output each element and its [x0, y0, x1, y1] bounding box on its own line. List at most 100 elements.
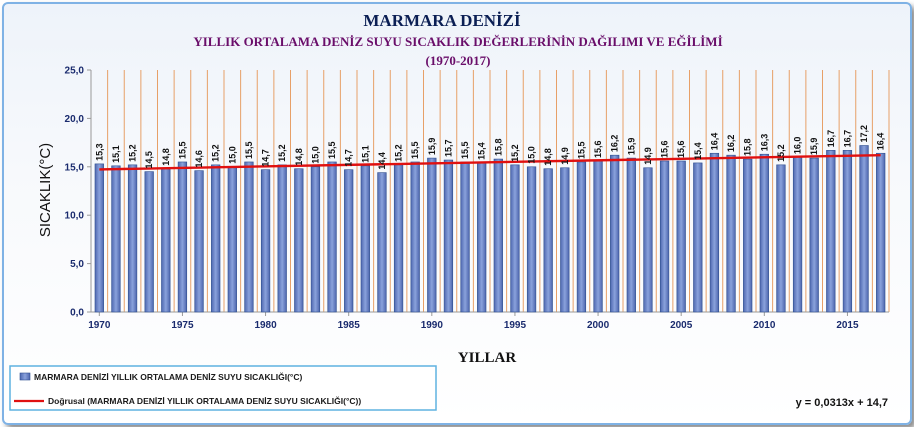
- bar: [776, 164, 786, 313]
- data-label: 14,4: [377, 152, 387, 170]
- chart-subtitle: YILLIK ORTALAMA DENİZ SUYU SICAKLIK DEĞE…: [193, 34, 722, 49]
- data-label: 15,2: [510, 144, 520, 162]
- bar: [327, 161, 337, 313]
- bar: [194, 170, 204, 313]
- y-tick-label: 10,0: [65, 211, 85, 222]
- data-label: 14,7: [261, 149, 271, 167]
- bar: [211, 164, 221, 313]
- bar: [294, 168, 304, 313]
- y-tick-label: 15,0: [65, 162, 85, 173]
- x-tick-label: 1975: [171, 320, 194, 331]
- legend-trend-label: Doğrusal (MARMARA DENİZİ YILLIK ORTALAMA…: [48, 395, 361, 406]
- bar: [543, 168, 553, 313]
- trend-equation: y = 0,0313x + 14,7: [796, 397, 888, 409]
- data-label: 16,0: [793, 137, 803, 155]
- data-label: 15,9: [427, 138, 437, 156]
- bar: [726, 154, 736, 313]
- data-label: 14,7: [344, 149, 354, 167]
- x-tick-labels: 1970 1975 1980 1985 1990 1995 2000 2005 2010 2015: [88, 320, 859, 331]
- chart-period: (1970-2017): [426, 53, 491, 68]
- bar: [493, 158, 503, 313]
- bar: [826, 150, 836, 313]
- bar: [94, 163, 104, 313]
- data-label: 15,5: [460, 141, 470, 159]
- data-label: 16,3: [759, 134, 769, 152]
- y-tick-labels: 0,0 5,0 10,0 15,0 20,0 25,0: [65, 66, 85, 319]
- bar: [244, 161, 254, 313]
- data-label: 15,6: [660, 140, 670, 158]
- bar: [809, 157, 819, 313]
- data-label: 15,0: [527, 146, 537, 164]
- bars: [94, 145, 886, 313]
- data-label: 15,1: [360, 145, 370, 163]
- data-label: 15,2: [277, 144, 287, 162]
- y-tick-label: 20,0: [65, 114, 85, 125]
- data-label: 15,4: [477, 142, 487, 160]
- data-label: 14,8: [161, 148, 171, 166]
- bar: [526, 166, 537, 313]
- x-tick-label: 2015: [836, 320, 859, 331]
- data-label: 15,6: [676, 140, 686, 158]
- bar: [743, 158, 753, 313]
- bar: [443, 159, 454, 313]
- bar: [876, 152, 886, 313]
- bar: [610, 154, 620, 313]
- x-tick-label: 1995: [504, 320, 527, 331]
- data-label: 15,9: [626, 138, 636, 156]
- data-label: 15,3: [94, 143, 104, 161]
- axes: [87, 69, 889, 316]
- bar: [460, 161, 470, 313]
- data-label: 15,8: [493, 139, 503, 157]
- data-label: 14,9: [643, 147, 653, 165]
- bar: [410, 161, 420, 313]
- x-tick-label: 1980: [254, 320, 277, 331]
- data-label: 16,4: [709, 133, 719, 151]
- bar: [393, 164, 404, 313]
- data-label: 16,7: [826, 130, 836, 148]
- bar: [560, 167, 570, 313]
- data-label: 15,6: [593, 140, 603, 158]
- data-label: 17,2: [859, 125, 869, 143]
- data-label: 15,5: [576, 141, 586, 159]
- data-label: 15,8: [743, 139, 753, 157]
- bar: [510, 164, 520, 313]
- data-label: 15,1: [111, 145, 121, 163]
- data-label: 14,5: [144, 151, 154, 169]
- x-axis-label: YILLAR: [458, 350, 517, 366]
- x-tick-label: 2010: [753, 320, 776, 331]
- bar: [177, 161, 188, 313]
- data-label: 15,7: [443, 139, 453, 157]
- bar: [144, 171, 154, 313]
- data-label: 15,0: [310, 146, 320, 164]
- bar: [344, 169, 354, 313]
- bar: [859, 145, 869, 313]
- data-label: 14,9: [560, 147, 570, 165]
- legend-bar-label: MARMARA DENİZİ YILLIK ORTALAMA DENİZ SUY…: [34, 371, 302, 382]
- bar: [277, 164, 287, 313]
- x-tick-label: 1970: [88, 320, 111, 331]
- data-label: 15,0: [227, 146, 237, 164]
- data-label: 14,8: [543, 148, 553, 166]
- data-label: 14,6: [194, 150, 204, 168]
- bar: [227, 166, 237, 313]
- bar: [576, 161, 587, 313]
- x-tick-label: 2000: [587, 320, 610, 331]
- bar: [360, 165, 370, 313]
- data-label: 15,5: [410, 141, 420, 159]
- bar: [709, 152, 720, 313]
- bar: [310, 166, 321, 313]
- data-label: 15,5: [327, 141, 337, 159]
- chart-title: MARMARA DENİZİ: [363, 11, 521, 30]
- bar: [111, 165, 121, 313]
- data-label: 15,4: [693, 142, 703, 160]
- data-label: 14,8: [294, 148, 304, 166]
- data-label: 15,5: [177, 141, 187, 159]
- bar: [759, 153, 769, 313]
- data-label: 15,2: [128, 144, 138, 162]
- y-tick-label: 0,0: [70, 308, 84, 319]
- trend-line: [99, 153, 881, 171]
- y-axis-label: SICAKLIK(°C): [37, 143, 54, 237]
- legend-box: [9, 365, 437, 411]
- data-label: 16,7: [842, 130, 852, 148]
